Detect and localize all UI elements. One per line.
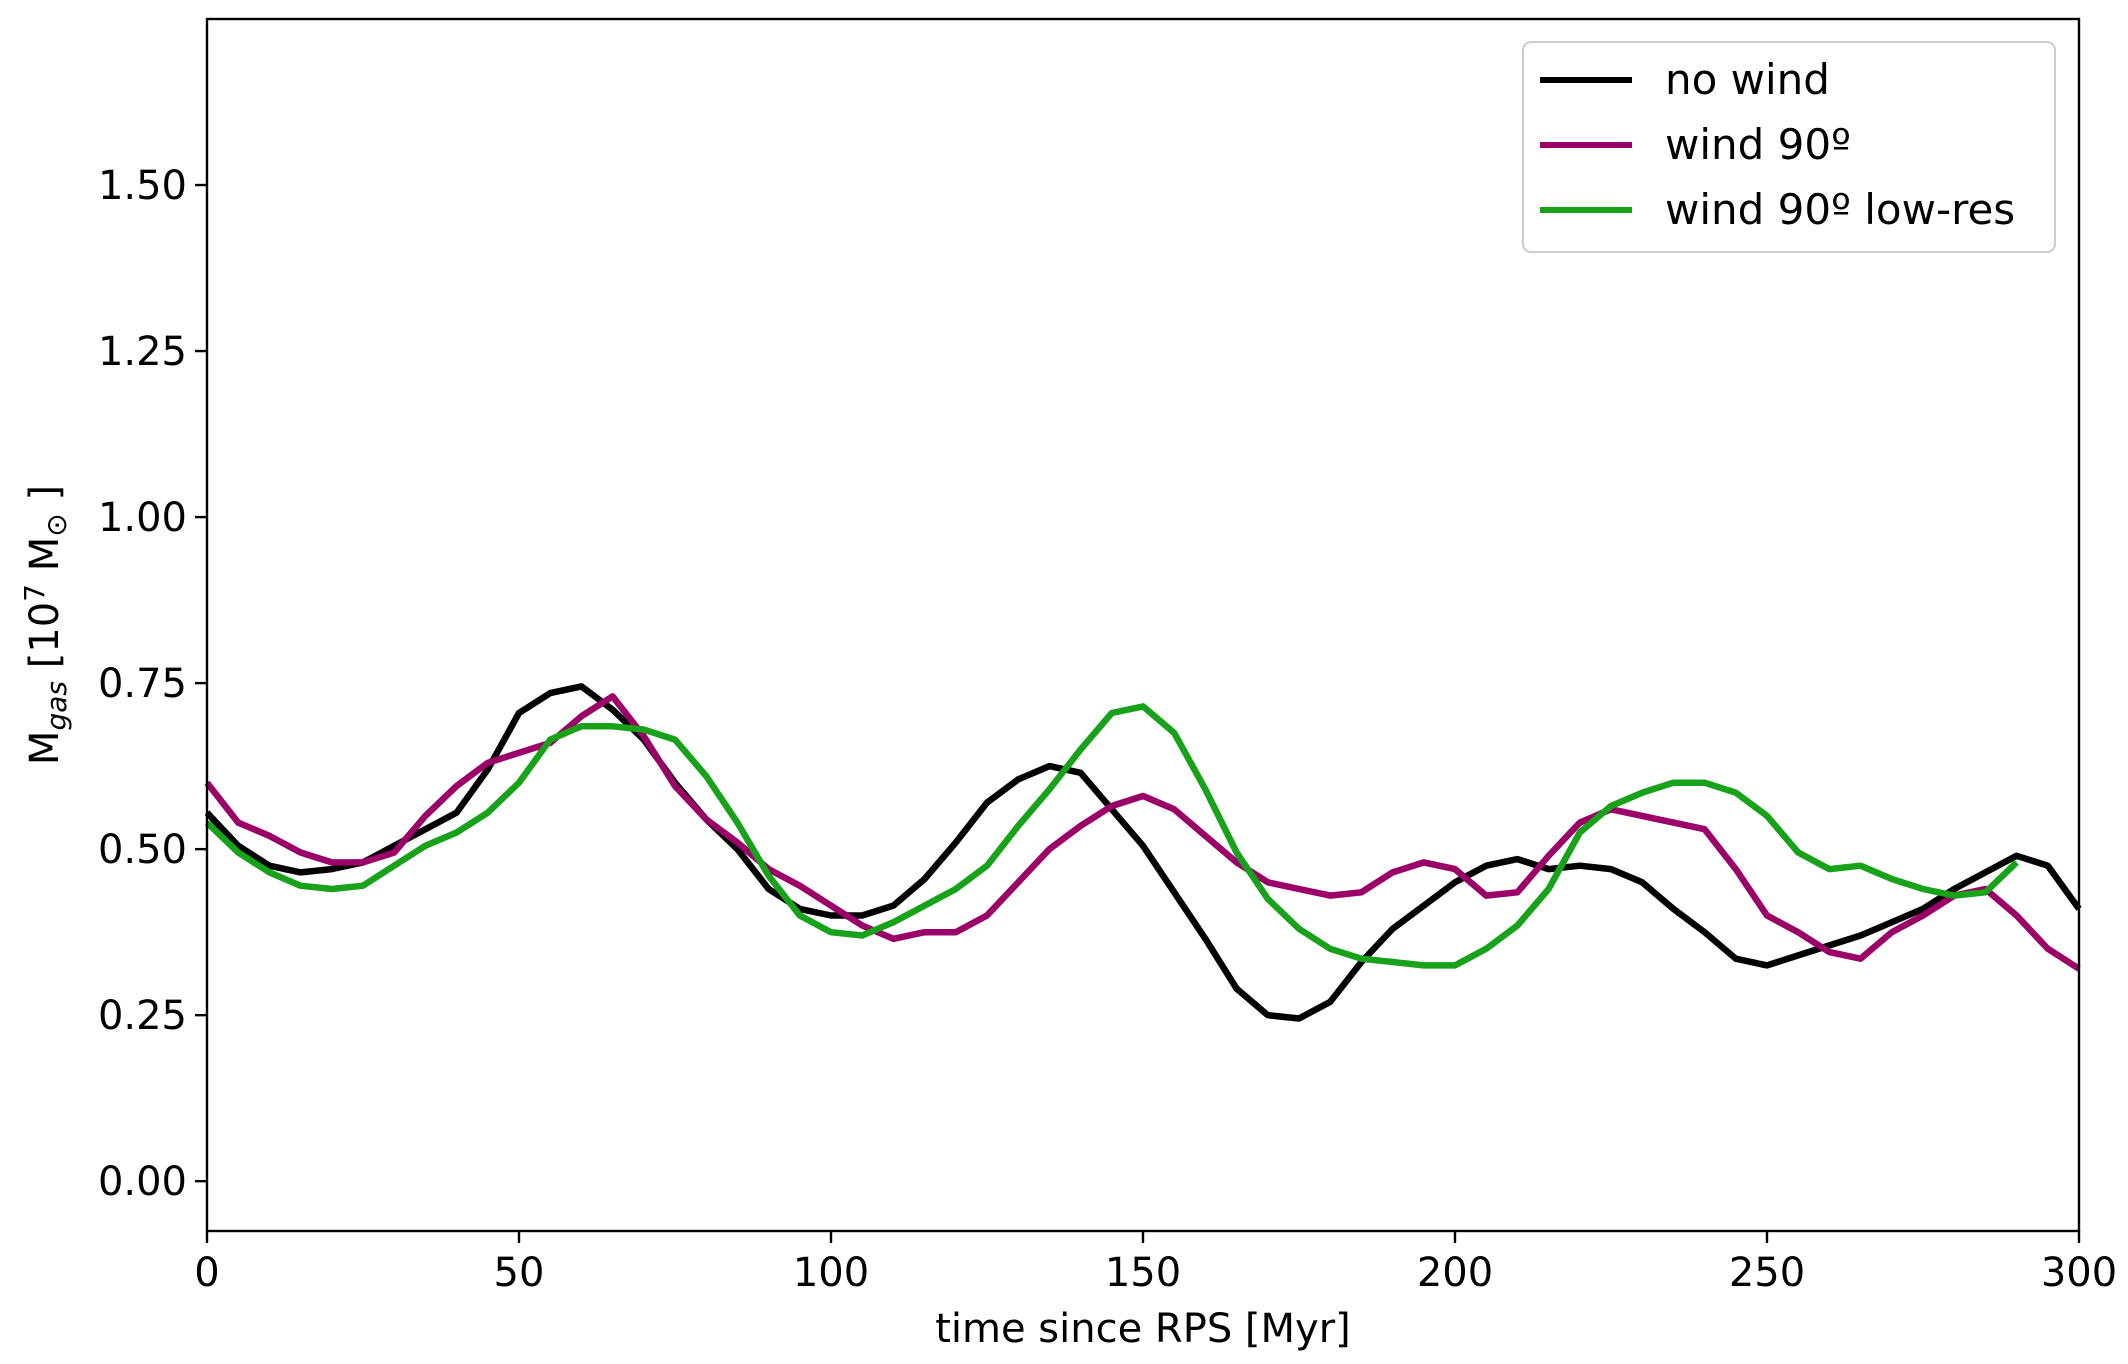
- series-layer: [204, 683, 2082, 1022]
- legend-label-wind-90-low-res: wind 90º low-res: [1665, 185, 2015, 234]
- x-tick-label: 250: [1729, 1250, 1805, 1296]
- x-axis-label: time since RPS [Myr]: [935, 1306, 1351, 1352]
- legend-box: [1522, 41, 2056, 253]
- y-tick-label: 1.00: [98, 495, 187, 541]
- legend-label-no-wind: no wind: [1665, 55, 1830, 104]
- y-tick-label: 1.50: [98, 163, 187, 209]
- y-tick-label: 0.00: [98, 1159, 187, 1205]
- legend-label-wind-90: wind 90º: [1665, 120, 1851, 169]
- x-tick-label: 150: [1105, 1250, 1181, 1296]
- x-tick-label: 0: [194, 1250, 219, 1296]
- x-tick-label: 50: [494, 1250, 545, 1296]
- y-tick-label: 0.50: [98, 827, 187, 873]
- legend: no wind wind 90º wind 90º low-res: [1522, 41, 2056, 253]
- x-axis: 0 50 100 150 200 250 300: [194, 1231, 2117, 1296]
- y-tick-label: 1.25: [98, 329, 187, 375]
- x-tick-label: 200: [1417, 1250, 1493, 1296]
- y-tick-label: 0.25: [98, 993, 187, 1039]
- y-tick-label: 0.75: [98, 661, 187, 707]
- y-axis: 0.00 0.25 0.50 0.75 1.00 1.25 1.50: [98, 163, 207, 1205]
- x-tick-label: 300: [2041, 1250, 2117, 1296]
- y-axis-label: Mgas [107 M⊙ ]: [18, 485, 73, 765]
- x-tick-label: 100: [793, 1250, 869, 1296]
